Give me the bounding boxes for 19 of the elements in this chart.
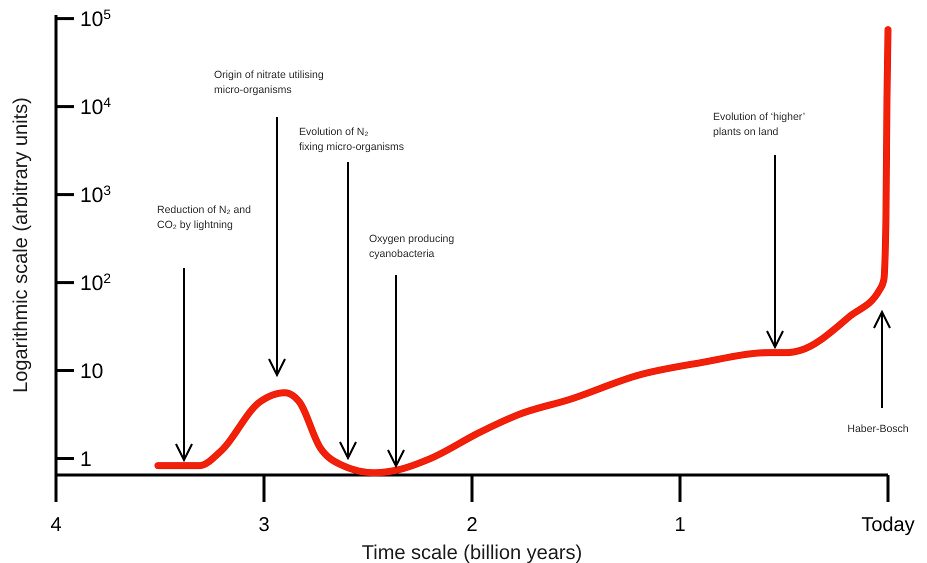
x-axis-title: Time scale (billion years) [362, 542, 582, 563]
annotation: Evolution of ‘higher’ plants on land [713, 111, 806, 138]
x-tick-label: 1 [674, 514, 686, 536]
y-tick-label: 10$^{4}$ [80, 94, 112, 119]
annotation: Evolution of N₂ fixing micro-organisms [299, 126, 404, 153]
y-axis-title: Logarithmic scale (arbitrary units) [10, 97, 32, 393]
annotation: Oxygen producing cyanobacteria [369, 233, 454, 260]
x-tick-label: 2 [466, 514, 478, 536]
x-tick-label: Today [861, 514, 915, 536]
y-tick-label: 1 [80, 448, 92, 471]
x-tick-label: 4 [50, 514, 62, 536]
y-tick-label: 10 [80, 360, 104, 383]
annotation: Reduction of N₂ and CO₂ by lightning [157, 204, 252, 231]
annotation: Origin of nitrate utilising micro-organisms [214, 69, 324, 96]
y-tick-label: 10$^{3}$ [80, 182, 111, 207]
y-tick-label: 10$^{2}$ [80, 270, 111, 295]
y-tick-label: 10$^{5}$ [80, 6, 112, 31]
annotation: Haber-Bosch [847, 423, 909, 435]
x-tick-label: 3 [258, 514, 270, 536]
